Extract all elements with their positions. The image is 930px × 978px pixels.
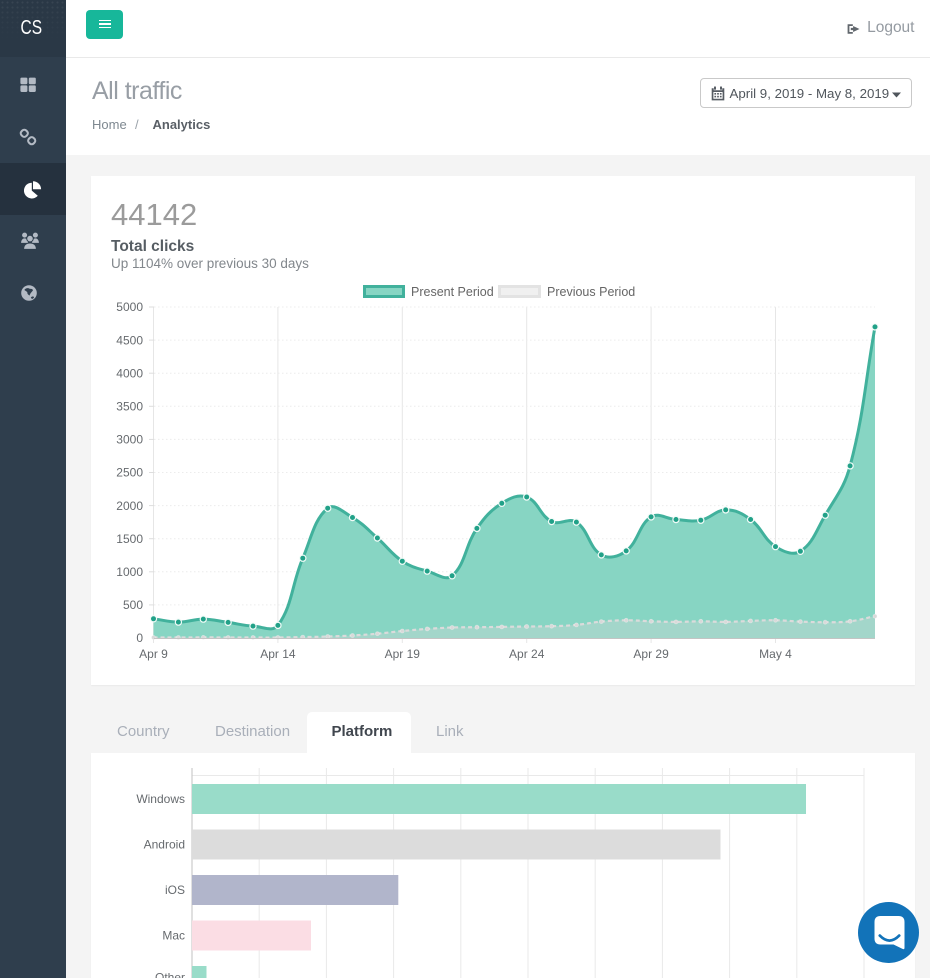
- svg-text:4500: 4500: [116, 333, 143, 347]
- svg-text:3000: 3000: [116, 433, 143, 447]
- svg-text:Mac: Mac: [162, 929, 185, 943]
- svg-text:2500: 2500: [116, 466, 143, 480]
- svg-text:Android: Android: [144, 838, 185, 852]
- svg-text:Apr 19: Apr 19: [385, 647, 421, 661]
- svg-text:3500: 3500: [116, 400, 143, 414]
- svg-text:Windows: Windows: [136, 792, 185, 806]
- svg-text:CS: CS: [21, 17, 43, 39]
- svg-text:Apr 29: Apr 29: [633, 647, 669, 661]
- svg-text:1500: 1500: [116, 532, 143, 546]
- svg-text:Other: Other: [155, 970, 185, 978]
- svg-text:Apr 24: Apr 24: [509, 647, 545, 661]
- svg-text:2000: 2000: [116, 499, 143, 513]
- svg-text:5000: 5000: [116, 300, 143, 314]
- svg-text:Apr 9: Apr 9: [139, 647, 168, 661]
- svg-text:1000: 1000: [116, 565, 143, 579]
- svg-text:500: 500: [123, 598, 143, 612]
- svg-text:4000: 4000: [116, 366, 143, 380]
- svg-text:iOS: iOS: [165, 883, 185, 897]
- svg-text:May 4: May 4: [759, 647, 792, 661]
- svg-text:0: 0: [136, 631, 143, 645]
- svg-text:Apr 14: Apr 14: [260, 647, 296, 661]
